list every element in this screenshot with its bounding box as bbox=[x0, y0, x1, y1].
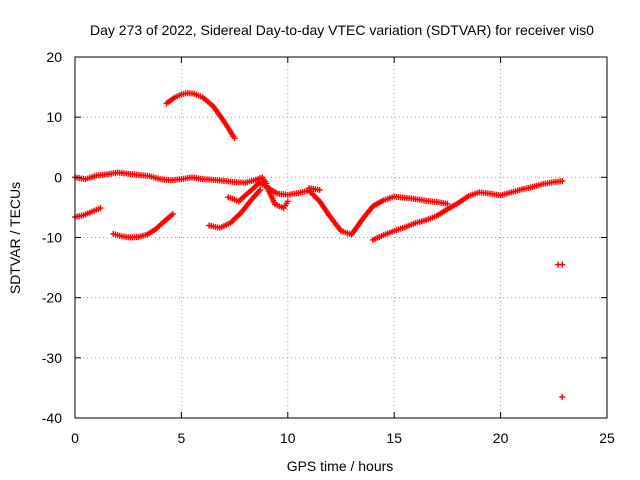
x-tick-label: 25 bbox=[599, 430, 615, 446]
y-tick-label: -40 bbox=[42, 410, 62, 426]
data-point bbox=[559, 177, 566, 184]
data-point bbox=[559, 393, 566, 400]
y-tick-label: -30 bbox=[42, 350, 62, 366]
y-tick-label: 0 bbox=[54, 169, 62, 185]
data-point bbox=[97, 205, 104, 212]
data-point bbox=[444, 200, 451, 207]
data-point bbox=[316, 186, 323, 193]
data-point bbox=[231, 135, 238, 142]
y-tick-label: 20 bbox=[46, 49, 62, 65]
x-tick-label: 15 bbox=[386, 430, 402, 446]
data-point bbox=[169, 211, 176, 218]
y-axis-label: SDTVAR / TECUs bbox=[7, 182, 23, 294]
y-tick-label: -20 bbox=[42, 290, 62, 306]
y-tick-label: 10 bbox=[46, 109, 62, 125]
data-point bbox=[559, 261, 566, 268]
grid bbox=[75, 57, 607, 418]
data-points bbox=[72, 90, 566, 400]
x-tick-label: 0 bbox=[71, 430, 79, 446]
data-point bbox=[284, 198, 291, 205]
x-axis-label: GPS time / hours bbox=[287, 458, 394, 474]
ticks: 0 5 10 15 20 25 -40 -30 -20 -10 0 10 20 bbox=[42, 49, 615, 446]
x-tick-label: 10 bbox=[280, 430, 296, 446]
x-tick-label: 20 bbox=[493, 430, 509, 446]
data-point bbox=[257, 186, 264, 193]
chart-title: Day 273 of 2022, Sidereal Day-to-day VTE… bbox=[90, 22, 594, 38]
y-tick-label: -10 bbox=[42, 230, 62, 246]
x-tick-label: 5 bbox=[178, 430, 186, 446]
